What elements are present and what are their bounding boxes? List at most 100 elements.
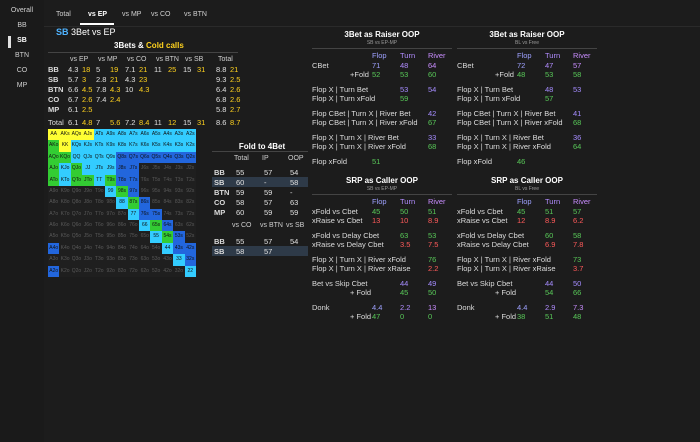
hand-cell[interactable]: K5o — [59, 231, 71, 243]
hand-cell[interactable]: J5o — [82, 231, 94, 243]
hand-cell[interactable]: 73s — [173, 208, 185, 221]
hand-cell[interactable]: AQs — [70, 129, 83, 141]
hand-cell[interactable]: QJs — [82, 151, 94, 164]
sidebar-item-mp[interactable]: MP — [16, 82, 28, 89]
hand-cell[interactable]: 86s — [139, 197, 151, 209]
hand-cell[interactable]: 65s — [150, 220, 162, 232]
hand-cell[interactable]: J7s — [127, 163, 140, 175]
hand-cell[interactable]: K3o — [59, 254, 71, 266]
hand-cell[interactable]: JTs — [93, 163, 105, 175]
hand-cell[interactable]: J3s — [173, 163, 185, 175]
hand-cell[interactable]: J9o — [82, 185, 94, 198]
hand-cell[interactable]: 54o — [150, 242, 162, 255]
hand-cell[interactable]: 87o — [116, 208, 128, 221]
hand-cell[interactable]: 52s — [184, 231, 196, 243]
hand-cell[interactable]: 88 — [116, 197, 128, 209]
hand-cell[interactable]: 32s — [184, 254, 196, 266]
sidebar-item-btn[interactable]: BTN — [15, 52, 29, 59]
hand-cell[interactable]: AKo — [48, 140, 60, 152]
hand-cell[interactable]: T7s — [127, 174, 140, 186]
hand-cell[interactable]: J8s — [116, 163, 128, 175]
hand-cell[interactable]: Q5o — [70, 231, 83, 243]
hand-cell[interactable]: T6o — [93, 220, 105, 232]
hand-cell[interactable]: K2s — [184, 140, 196, 152]
hand-cell[interactable]: T8o — [93, 197, 105, 209]
hand-cell[interactable]: 93o — [104, 254, 117, 266]
hand-cell[interactable]: 43o — [161, 254, 174, 266]
hand-cell[interactable]: 43s — [173, 242, 185, 255]
hand-cell[interactable]: 42s — [184, 242, 196, 255]
hand-cell[interactable]: 64s — [161, 220, 174, 232]
hand-cell[interactable]: J7o — [82, 208, 94, 221]
hand-cell[interactable]: QTo — [70, 174, 83, 186]
hand-cell[interactable]: AA — [48, 129, 60, 141]
hand-cell[interactable]: J4o — [82, 242, 94, 255]
hand-cell[interactable]: J6s — [139, 163, 151, 175]
hand-cell[interactable]: 85s — [150, 197, 162, 209]
hand-cell[interactable]: KQo — [59, 151, 71, 164]
hand-cell[interactable]: K4o — [59, 242, 71, 255]
hand-cell[interactable]: 95s — [150, 185, 162, 198]
hand-cell[interactable]: 62o — [139, 265, 151, 277]
hand-cell[interactable]: T9o — [93, 185, 105, 198]
hand-cell[interactable]: T5s — [150, 174, 162, 186]
hand-cell[interactable]: KK — [59, 140, 71, 152]
hand-cell[interactable]: 97s — [127, 185, 140, 198]
hand-cell[interactable]: KQs — [70, 140, 83, 152]
hand-cell[interactable]: ATs — [93, 129, 105, 141]
hand-matrix[interactable]: AA AKs AQs AJs ATs A9s A8s A7s A6s A5s A4s A3s A2s AK… — [48, 129, 196, 277]
tab-vs-btn[interactable]: vs BTN — [184, 11, 207, 18]
hand-cell[interactable]: K6o — [59, 220, 71, 232]
hand-cell[interactable]: 97o — [104, 208, 117, 221]
hand-cell[interactable]: K5s — [150, 140, 162, 152]
tab-total[interactable]: Total — [56, 11, 71, 18]
hand-cell[interactable]: T5o — [93, 231, 105, 243]
hand-cell[interactable]: Q8o — [70, 197, 83, 209]
hand-cell[interactable]: K2o — [59, 265, 71, 277]
hand-cell[interactable]: 92o — [104, 265, 117, 277]
hand-cell[interactable]: Q3o — [70, 254, 83, 266]
hand-cell[interactable]: Q5s — [150, 151, 162, 164]
hand-cell[interactable]: T8s — [116, 174, 128, 186]
hand-cell[interactable]: 22 — [184, 265, 196, 277]
hand-cell[interactable]: AKs — [59, 129, 71, 141]
hand-cell[interactable]: J9s — [104, 163, 117, 175]
hand-cell[interactable]: JJ — [82, 163, 94, 175]
hand-cell[interactable]: 42o — [161, 265, 174, 277]
hand-cell[interactable]: T4o — [93, 242, 105, 255]
hand-cell[interactable]: 63o — [139, 254, 151, 266]
hand-cell[interactable]: 82s — [184, 197, 196, 209]
hand-cell[interactable]: Q9s — [104, 151, 117, 164]
hand-cell[interactable]: 32o — [173, 265, 185, 277]
hand-cell[interactable]: KJs — [82, 140, 94, 152]
hand-cell[interactable]: 52o — [150, 265, 162, 277]
hand-cell[interactable]: Q8s — [116, 151, 128, 164]
hand-cell[interactable]: Q6s — [139, 151, 151, 164]
hand-cell[interactable]: Q7s — [127, 151, 140, 164]
hand-cell[interactable]: 96s — [139, 185, 151, 198]
hand-cell[interactable]: T3s — [173, 174, 185, 186]
hand-cell[interactable]: A4s — [161, 129, 174, 141]
hand-cell[interactable]: A9o — [48, 185, 60, 198]
hand-cell[interactable]: 62s — [184, 220, 196, 232]
hand-cell[interactable]: TT — [93, 174, 105, 186]
hand-cell[interactable]: 74o — [127, 242, 140, 255]
hand-cell[interactable]: A2o — [48, 265, 60, 277]
sidebar-item-sb[interactable]: SB — [17, 37, 27, 44]
hand-cell[interactable]: QTs — [93, 151, 105, 164]
hand-cell[interactable]: A8s — [116, 129, 128, 141]
hand-cell[interactable]: QJo — [70, 163, 83, 175]
sidebar-item-bb[interactable]: BB — [17, 22, 27, 29]
hand-cell[interactable]: 84o — [116, 242, 128, 255]
sidebar-header[interactable]: Overall — [10, 7, 34, 14]
hand-cell[interactable]: K4s — [161, 140, 174, 152]
hand-cell[interactable]: 72o — [127, 265, 140, 277]
hand-cell[interactable]: K7o — [59, 208, 71, 221]
hand-cell[interactable]: 86o — [116, 220, 128, 232]
hand-cell[interactable]: 87s — [127, 197, 140, 209]
hand-cell[interactable]: J2o — [82, 265, 94, 277]
hand-cell[interactable]: A7s — [127, 129, 140, 141]
hand-cell[interactable]: J2s — [184, 163, 196, 175]
tab-vs-ep[interactable]: vs EP — [88, 11, 108, 18]
hand-cell[interactable]: Q9o — [70, 185, 83, 198]
